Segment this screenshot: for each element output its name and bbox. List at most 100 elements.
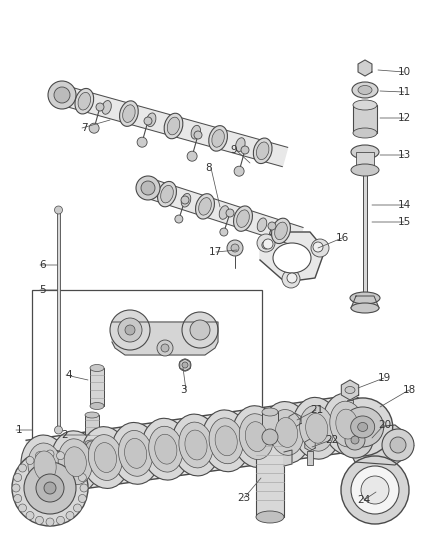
Text: 5: 5	[39, 285, 46, 295]
Ellipse shape	[78, 92, 91, 110]
Circle shape	[311, 239, 329, 257]
Text: 13: 13	[398, 150, 411, 160]
Text: 21: 21	[310, 405, 323, 415]
Ellipse shape	[253, 138, 272, 164]
Ellipse shape	[21, 435, 69, 497]
Circle shape	[35, 516, 43, 524]
Text: 24: 24	[357, 495, 370, 505]
Ellipse shape	[85, 412, 99, 418]
Ellipse shape	[199, 198, 212, 215]
Ellipse shape	[209, 126, 227, 151]
Circle shape	[125, 325, 135, 335]
Bar	[307, 451, 313, 465]
Ellipse shape	[353, 100, 377, 110]
Circle shape	[227, 240, 243, 256]
Bar	[363, 175, 367, 295]
Ellipse shape	[345, 386, 355, 393]
Ellipse shape	[245, 422, 268, 451]
Ellipse shape	[336, 409, 358, 439]
Ellipse shape	[224, 417, 258, 461]
Ellipse shape	[158, 181, 177, 207]
Circle shape	[181, 196, 189, 204]
Ellipse shape	[58, 439, 92, 484]
Circle shape	[351, 436, 359, 444]
Ellipse shape	[155, 434, 177, 464]
Text: 7: 7	[81, 123, 88, 133]
Polygon shape	[351, 296, 379, 308]
Polygon shape	[289, 413, 301, 427]
Bar	[256, 432, 284, 517]
Ellipse shape	[94, 442, 117, 472]
Ellipse shape	[275, 222, 287, 240]
Circle shape	[18, 464, 26, 472]
Text: 23: 23	[237, 493, 250, 503]
Ellipse shape	[358, 85, 372, 94]
Circle shape	[35, 451, 43, 459]
Bar	[262, 412, 278, 434]
Circle shape	[220, 228, 228, 236]
Bar	[347, 400, 353, 422]
Text: 12: 12	[398, 113, 411, 123]
Circle shape	[118, 318, 142, 342]
Circle shape	[337, 422, 373, 458]
Circle shape	[262, 429, 278, 445]
Text: 11: 11	[398, 87, 411, 97]
Text: 2: 2	[61, 430, 68, 440]
Circle shape	[12, 484, 20, 492]
Text: 20: 20	[378, 420, 391, 430]
Ellipse shape	[215, 426, 237, 456]
Circle shape	[80, 484, 88, 492]
Ellipse shape	[257, 218, 267, 231]
Circle shape	[54, 87, 70, 103]
Bar	[32, 290, 262, 465]
Ellipse shape	[315, 404, 349, 448]
Circle shape	[382, 429, 414, 461]
Ellipse shape	[43, 442, 77, 486]
Ellipse shape	[351, 303, 379, 313]
Ellipse shape	[123, 105, 135, 123]
Polygon shape	[112, 322, 218, 355]
Text: 1: 1	[15, 425, 22, 435]
Circle shape	[234, 166, 244, 176]
Ellipse shape	[352, 82, 378, 98]
Ellipse shape	[236, 138, 245, 151]
Ellipse shape	[262, 401, 311, 463]
Polygon shape	[358, 60, 372, 76]
Polygon shape	[284, 450, 292, 466]
Ellipse shape	[103, 433, 138, 478]
Text: 19: 19	[378, 373, 391, 383]
Circle shape	[341, 456, 409, 524]
Ellipse shape	[293, 398, 341, 459]
Circle shape	[161, 344, 169, 352]
Ellipse shape	[202, 410, 251, 472]
Ellipse shape	[88, 434, 123, 480]
Circle shape	[26, 512, 34, 520]
Ellipse shape	[64, 447, 86, 477]
Ellipse shape	[233, 206, 252, 231]
Circle shape	[74, 464, 81, 472]
Text: 8: 8	[205, 163, 212, 173]
Ellipse shape	[172, 414, 220, 476]
Text: 16: 16	[336, 233, 349, 243]
Text: 10: 10	[398, 67, 411, 77]
Circle shape	[78, 473, 86, 481]
Ellipse shape	[195, 193, 215, 219]
Circle shape	[241, 146, 249, 154]
Ellipse shape	[181, 193, 191, 207]
Bar	[85, 415, 99, 443]
Ellipse shape	[254, 413, 289, 456]
Circle shape	[262, 241, 270, 249]
Ellipse shape	[179, 422, 213, 468]
Circle shape	[136, 176, 160, 200]
Ellipse shape	[209, 418, 244, 464]
Circle shape	[313, 242, 323, 252]
Text: 15: 15	[398, 217, 411, 227]
Ellipse shape	[269, 409, 304, 455]
Circle shape	[89, 123, 99, 133]
Ellipse shape	[351, 145, 379, 159]
Ellipse shape	[51, 431, 99, 492]
Ellipse shape	[167, 117, 180, 135]
Ellipse shape	[191, 125, 201, 139]
Ellipse shape	[351, 416, 374, 438]
Circle shape	[226, 209, 234, 217]
